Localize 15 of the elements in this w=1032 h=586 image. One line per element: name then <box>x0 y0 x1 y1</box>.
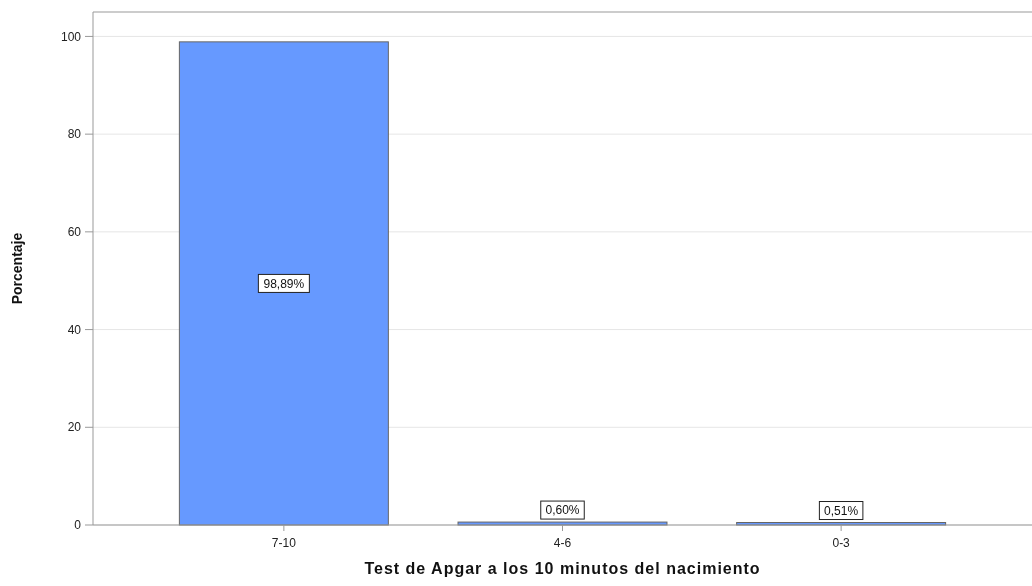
data-label: 98,89% <box>263 276 305 291</box>
data-label: 0,60% <box>545 503 580 518</box>
y-tick-label: 20 <box>67 420 82 435</box>
y-tick-label: 100 <box>60 29 82 44</box>
y-axis-title: Porcentaje <box>9 232 25 305</box>
y-tick-label: 60 <box>67 225 82 240</box>
x-tick-label: 0-3 <box>832 536 851 550</box>
y-tick-label: 0 <box>74 518 82 533</box>
y-tick-label: 80 <box>67 127 82 142</box>
y-tick-label: 40 <box>67 322 82 337</box>
x-axis-title: Test de Apgar a los 10 minutos del nacimiento <box>364 560 761 577</box>
x-tick-label: 4-6 <box>553 536 572 550</box>
x-tick-label: 7-10 <box>271 536 297 550</box>
data-label: 0,51% <box>824 503 859 518</box>
bar <box>178 41 389 526</box>
